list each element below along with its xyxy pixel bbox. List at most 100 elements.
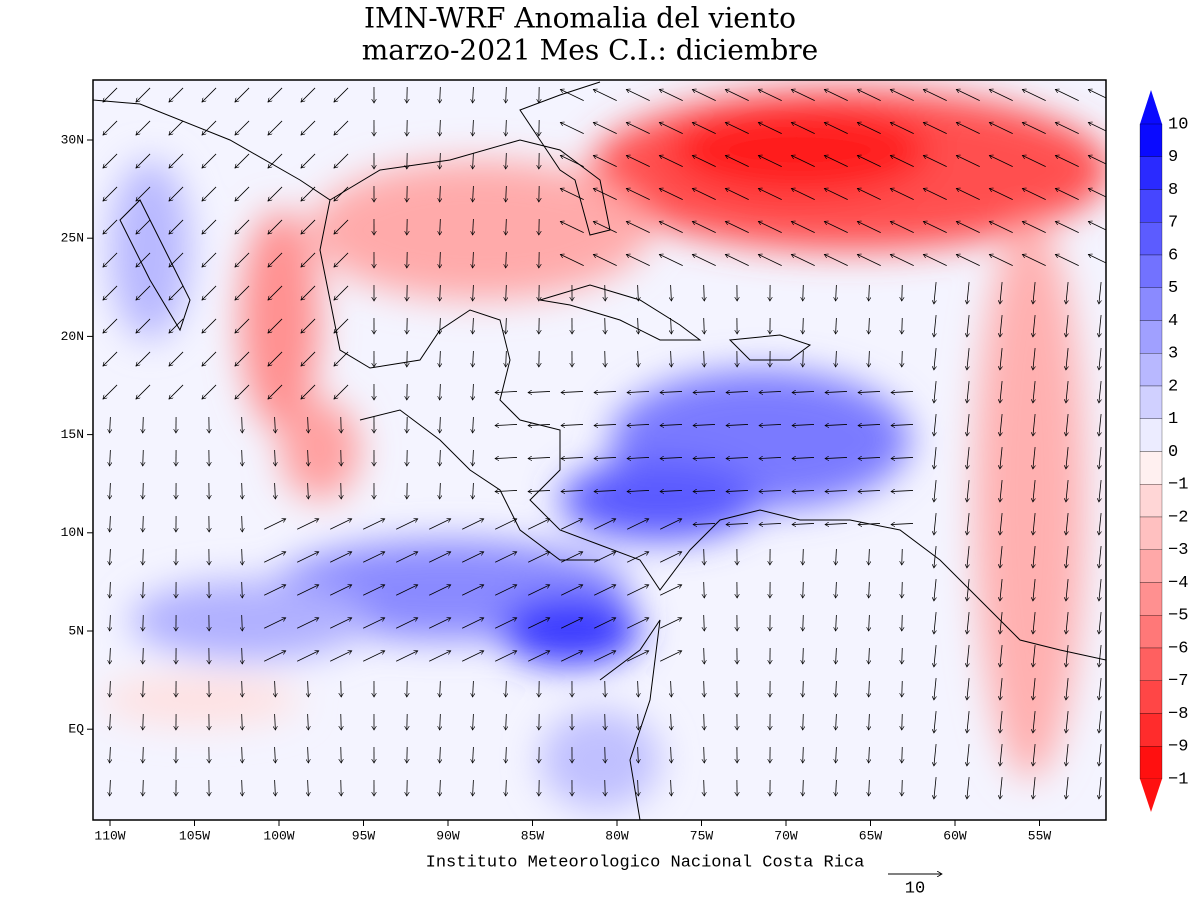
wind-arrow <box>334 285 349 300</box>
wind-arrow <box>725 155 749 168</box>
wind-arrow <box>235 285 250 300</box>
wind-arrow <box>136 219 151 234</box>
wind-arrow <box>1066 513 1068 535</box>
wind-arrow <box>440 185 441 202</box>
wind-arrow <box>857 254 881 267</box>
wind-arrow <box>363 519 385 530</box>
wind-arrow <box>956 254 980 267</box>
wind-arrow <box>506 251 507 268</box>
colorbar-box <box>1139 320 1163 354</box>
wind-arrow <box>462 519 484 530</box>
wind-arrow <box>1088 122 1106 132</box>
lat-label: 15N <box>61 427 84 442</box>
colorbar-label: −7 <box>1168 672 1188 691</box>
wind-arrow <box>891 490 914 491</box>
wind-arrow <box>825 391 848 392</box>
wind-arrow <box>1066 546 1068 568</box>
wind-arrow <box>857 89 881 102</box>
wind-arrow <box>857 221 881 234</box>
wind-arrow <box>528 585 550 596</box>
wind-arrow <box>638 317 639 334</box>
colorbar-label: 6 <box>1168 246 1178 265</box>
wind-arrow <box>626 155 650 168</box>
colorbar-label: 0 <box>1168 443 1178 462</box>
lon-label: 60W <box>943 828 967 843</box>
wind-arrow <box>440 680 441 697</box>
wind-arrow <box>869 548 870 565</box>
wind-arrow <box>334 153 349 168</box>
colorbar-label: 5 <box>1168 279 1178 298</box>
wind-arrow <box>268 153 283 168</box>
wind-arrow <box>1066 447 1068 469</box>
wind-arrow <box>1033 744 1035 766</box>
wind-arrow <box>890 155 914 168</box>
wind-arrow <box>308 713 309 730</box>
wind-arrow <box>495 391 518 392</box>
colorbar-label: −6 <box>1168 639 1188 658</box>
wind-arrow <box>334 252 349 267</box>
wind-arrow <box>528 651 550 662</box>
wind-arrow <box>725 221 749 234</box>
wind-arrow <box>560 155 584 168</box>
wind-arrow <box>473 350 474 367</box>
wind-arrow <box>857 188 881 201</box>
wind-arrow <box>396 651 418 662</box>
wind-arrow <box>169 87 184 102</box>
colorbar-box <box>1139 287 1163 321</box>
wind-arrow <box>143 482 144 499</box>
wind-arrow <box>594 585 616 596</box>
wind-arrow <box>334 120 349 135</box>
wind-arrow <box>143 713 144 730</box>
wind-arrow <box>1033 513 1035 535</box>
wind-arrow <box>725 122 749 135</box>
wind-arrow <box>638 284 639 301</box>
wind-arrow <box>235 384 250 399</box>
wind-arrow <box>1066 348 1068 370</box>
wind-arrow <box>726 391 749 392</box>
wind-arrow <box>858 391 881 392</box>
wind-arrow <box>890 89 914 102</box>
wind-arrow <box>869 581 870 598</box>
wind-arrow <box>561 552 583 563</box>
wind-arrow <box>169 219 184 234</box>
wind-arrow <box>692 188 716 201</box>
wind-arrow <box>704 284 705 301</box>
wind-arrow <box>890 122 914 135</box>
wind-arrow <box>143 416 144 433</box>
wind-arrow <box>1055 254 1079 267</box>
wind-arrow <box>967 315 969 337</box>
wind-arrow <box>560 89 584 102</box>
wind-arrow <box>836 284 837 301</box>
wind-arrow <box>704 746 705 763</box>
wind-vectors <box>103 86 1106 799</box>
wind-arrow <box>268 186 283 201</box>
wind-arrow <box>934 711 936 733</box>
wind-arrow <box>242 548 243 565</box>
wind-arrow <box>136 87 151 102</box>
wind-arrow <box>704 350 705 367</box>
wind-arrow <box>836 614 837 631</box>
wind-arrow <box>967 777 969 799</box>
wind-arrow <box>473 680 474 697</box>
wind-arrow <box>1033 414 1035 436</box>
wind-arrow <box>967 612 969 634</box>
colorbar-label: −2 <box>1168 508 1188 527</box>
wind-arrow <box>1033 480 1035 502</box>
wind-arrow <box>202 120 217 135</box>
wind-arrow <box>1099 282 1101 304</box>
wind-arrow <box>202 186 217 201</box>
wind-arrow <box>235 351 250 366</box>
wind-arrow <box>1099 414 1101 436</box>
wind-arrow <box>103 285 118 300</box>
wind-arrow <box>506 218 507 235</box>
wind-arrow <box>429 519 451 530</box>
wind-arrow <box>824 188 848 201</box>
wind-arrow <box>169 384 184 399</box>
wind-arrow <box>627 552 649 563</box>
wind-arrow <box>594 519 616 530</box>
coastlines <box>93 81 1106 820</box>
wind-arrow <box>308 779 309 796</box>
wind-arrow <box>759 457 782 458</box>
wind-arrow <box>1033 612 1035 634</box>
wind-arrow <box>462 651 484 662</box>
